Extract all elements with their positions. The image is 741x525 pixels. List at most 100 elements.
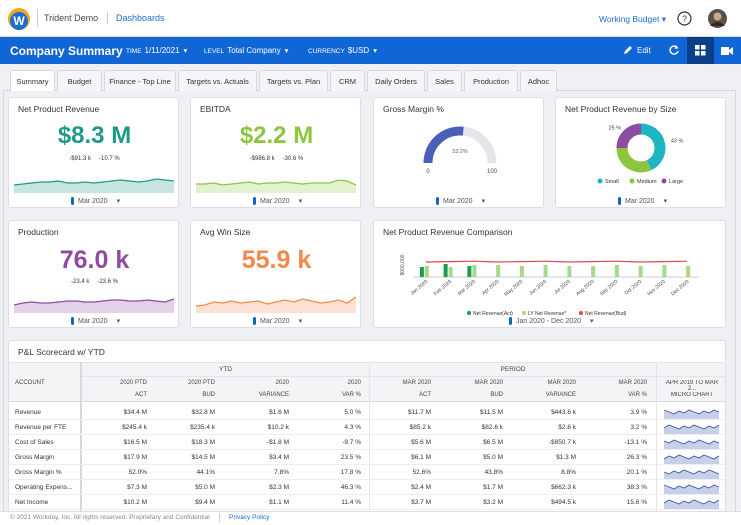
row-divider bbox=[9, 509, 725, 510]
tab[interactable]: Production bbox=[464, 70, 518, 91]
table-cell: $2.4 M bbox=[411, 484, 431, 491]
divider bbox=[219, 513, 220, 522]
table-cell: $1.7 M bbox=[483, 484, 503, 491]
group-divider bbox=[656, 362, 657, 517]
sparkline bbox=[196, 179, 356, 193]
micro-chart-line bbox=[664, 439, 720, 445]
card-title: EBITDA bbox=[200, 104, 231, 114]
micro-chart bbox=[664, 469, 720, 479]
card: Avg Win Size 55.9 k Mar 2020 ▾ bbox=[190, 220, 361, 328]
sparkline-area bbox=[196, 297, 356, 313]
tab[interactable]: Budget bbox=[57, 70, 102, 91]
card-title: Net Product Revenue by Size bbox=[565, 104, 677, 114]
x-tick-label: Dec 2020 bbox=[670, 279, 690, 297]
grid-view-button[interactable] bbox=[687, 37, 714, 64]
nav-link[interactable]: Dashboards bbox=[116, 13, 165, 23]
dropdown-caret: ▾ bbox=[298, 318, 303, 325]
pin-icon bbox=[253, 197, 256, 205]
refresh-icon[interactable] bbox=[668, 44, 680, 56]
micro-chart-area bbox=[664, 470, 719, 479]
tab[interactable]: Adhoc bbox=[520, 70, 557, 91]
tab[interactable]: CRM bbox=[330, 70, 365, 91]
kpi-value: 55.9 k bbox=[241, 246, 312, 274]
filter[interactable]: LEVEL Total Company ▾ bbox=[204, 46, 288, 55]
row-divider bbox=[9, 419, 725, 420]
row-divider bbox=[9, 494, 725, 495]
bar-actual bbox=[443, 264, 448, 277]
donut-label: 25 % bbox=[609, 126, 622, 132]
micro-chart bbox=[664, 499, 720, 509]
table-cell: -13.1 % bbox=[624, 439, 647, 446]
table-cell: $11.5 M bbox=[479, 409, 503, 416]
camera-icon[interactable] bbox=[721, 46, 733, 56]
edit-button[interactable]: Edit bbox=[637, 46, 651, 55]
card: Production 76.0 k -23.4 k -23.6 % Mar 2020 ▾ bbox=[8, 220, 179, 328]
dropdown-caret: ▾ bbox=[481, 198, 486, 205]
filter[interactable]: TIME 1/11/2021 ▾ bbox=[126, 46, 187, 55]
table-cell: 15.6 % bbox=[626, 499, 647, 506]
privacy-link[interactable]: Privacy Policy bbox=[229, 514, 270, 521]
column-header: 2020 bbox=[347, 380, 361, 386]
page-title: Company Summary bbox=[10, 44, 123, 58]
kpi-delta-pct: -30.6 % bbox=[282, 156, 304, 162]
toolbar bbox=[0, 37, 741, 64]
gauge-label: 53.2% bbox=[452, 149, 468, 155]
period-selector[interactable]: Mar 2020 ▾ bbox=[253, 197, 302, 205]
kpi-value: $8.3 M bbox=[57, 122, 132, 149]
period-selector[interactable]: Mar 2020 ▾ bbox=[436, 197, 485, 205]
tab[interactable]: Finance - Top Line bbox=[104, 70, 176, 91]
bar-last-year bbox=[591, 266, 596, 277]
bar-actual bbox=[419, 267, 424, 277]
micro-chart-area bbox=[664, 425, 719, 434]
period: Mar 2020 bbox=[625, 197, 655, 205]
filter-value: $USD bbox=[347, 46, 370, 55]
footer bbox=[0, 511, 741, 525]
legend-swatch bbox=[467, 311, 471, 315]
app-name: Trident Demo bbox=[44, 13, 99, 23]
kpi-delta-pct: -10.7 % bbox=[99, 156, 120, 162]
tab[interactable]: Sales bbox=[427, 70, 462, 91]
avatar[interactable] bbox=[708, 9, 727, 28]
column-header: VAR % bbox=[628, 392, 647, 398]
tab[interactable]: Summary bbox=[10, 70, 55, 91]
x-tick-label: Jul 2020 bbox=[553, 279, 572, 296]
column-header: VARIANCE bbox=[545, 392, 576, 398]
bar-last-year bbox=[543, 265, 548, 277]
row-divider bbox=[9, 479, 725, 480]
legend-swatch bbox=[629, 178, 635, 184]
table-cell: 20.1 % bbox=[626, 469, 647, 476]
help-icon[interactable]: ? bbox=[677, 11, 692, 26]
x-tick-label: Oct 2020 bbox=[624, 279, 644, 297]
table-cell: $443.6 k bbox=[551, 409, 576, 416]
plan-text: Working Budget bbox=[599, 14, 660, 24]
micro-chart bbox=[664, 484, 720, 494]
table-cell: $3.4 M bbox=[269, 454, 289, 461]
period-selector[interactable]: Jan 2020 - Dec 2020 ▾ bbox=[509, 317, 594, 325]
table-cell: 7.8% bbox=[274, 469, 289, 476]
logo[interactable]: W bbox=[8, 8, 30, 30]
card-title: Gross Margin % bbox=[383, 104, 444, 114]
table-cell: $3.2 M bbox=[483, 499, 503, 506]
y-axis-label: $000,000 bbox=[400, 254, 406, 275]
tab[interactable]: Daily Orders bbox=[367, 70, 425, 91]
table-cell: $82.6 k bbox=[481, 424, 503, 431]
plan-select[interactable]: Working Budget ▾ bbox=[599, 14, 666, 24]
bar-actual bbox=[467, 266, 472, 277]
column-group: PERIOD bbox=[500, 366, 526, 373]
tab[interactable]: Targets vs. Actuals bbox=[178, 70, 257, 91]
card: EBITDA $2.2 M -$986.8 k -30.6 % Mar 2020 ▾ bbox=[190, 97, 361, 208]
period-selector[interactable]: Mar 2020 ▾ bbox=[618, 197, 667, 205]
column-header: MICRO CHART bbox=[670, 392, 714, 398]
filter[interactable]: CURRENCY $USD ▾ bbox=[308, 46, 377, 55]
kpi-delta-pct: -23.6 % bbox=[97, 279, 119, 285]
period-selector[interactable]: Mar 2020 ▾ bbox=[71, 317, 120, 325]
period-selector[interactable]: Mar 2020 ▾ bbox=[71, 197, 120, 205]
period-selector[interactable]: Mar 2020 ▾ bbox=[253, 317, 302, 325]
table-cell: -9.7 % bbox=[342, 439, 361, 446]
micro-chart bbox=[664, 409, 720, 419]
filter-value: Total Company bbox=[227, 46, 281, 55]
tab[interactable]: Targets vs. Plan bbox=[259, 70, 328, 91]
divider bbox=[37, 9, 38, 27]
x-tick-label: Feb 2020 bbox=[433, 279, 453, 297]
